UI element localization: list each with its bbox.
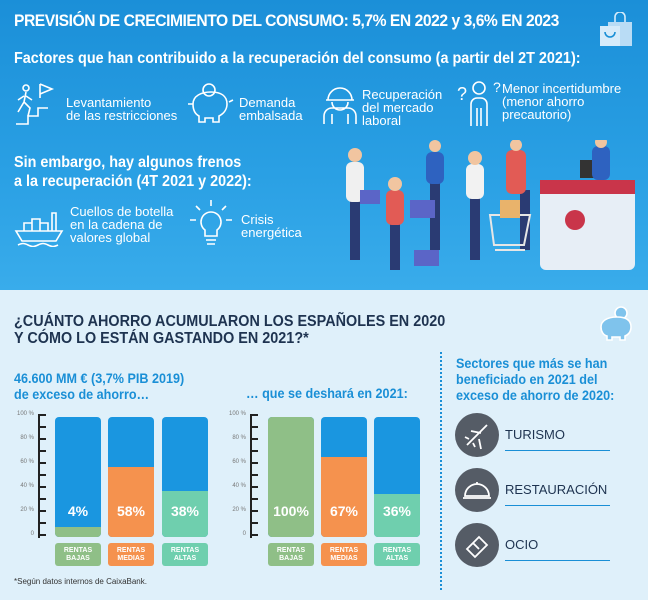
y-tick-label: 40 % bbox=[20, 483, 34, 489]
y-tick bbox=[250, 438, 258, 440]
y-tick bbox=[250, 414, 258, 416]
piggy-bank-icon bbox=[185, 82, 235, 131]
right-chart-subtitle: … que se deshará en 2021: bbox=[246, 385, 408, 401]
y-tick-label: 80 % bbox=[232, 435, 246, 441]
y-axis bbox=[250, 414, 252, 538]
y-tick bbox=[38, 426, 46, 428]
category-label: RENTAS BAJAS bbox=[268, 543, 314, 566]
bar-value-label: 67% bbox=[329, 503, 359, 519]
sector-restauracion: RESTAURACIÓN bbox=[455, 468, 615, 512]
brakes-title: Sin embargo, hay algunos frenos a la recu… bbox=[14, 154, 252, 190]
stairs-runner-icon bbox=[14, 82, 58, 131]
bar-medias: 58% bbox=[108, 417, 154, 537]
y-tick bbox=[38, 534, 46, 536]
y-tick bbox=[250, 426, 258, 428]
bar-medias: 67% bbox=[321, 417, 367, 537]
y-tick bbox=[38, 486, 46, 488]
bar-fill bbox=[162, 491, 208, 537]
y-tick bbox=[250, 474, 258, 476]
piggy-bank-euro-icon bbox=[597, 305, 637, 346]
y-tick bbox=[38, 438, 46, 440]
bar-value-label: 4% bbox=[67, 503, 89, 519]
shoppers-illustration bbox=[330, 136, 640, 280]
shopping-bag-icon bbox=[598, 11, 634, 53]
svg-text:?: ? bbox=[493, 79, 501, 95]
bar-bajas: 4% bbox=[55, 417, 101, 537]
y-tick-label: 100 % bbox=[228, 411, 246, 417]
y-tick-label: 100 % bbox=[16, 411, 34, 417]
y-tick-label: 80 % bbox=[20, 435, 34, 441]
y-tick-label: 40 % bbox=[232, 483, 246, 489]
savings-title: ¿CUÁNTO AHORRO ACUMULARON LOS ESPAÑOLES … bbox=[14, 313, 446, 347]
y-tick bbox=[38, 450, 46, 452]
factors-title: Factores que han contribuido a la recupe… bbox=[14, 50, 581, 67]
category-label: RENTAS ALTAS bbox=[162, 543, 208, 566]
light-bulb-icon bbox=[186, 198, 236, 253]
y-tick bbox=[250, 462, 258, 464]
category-label: RENTAS BAJAS bbox=[55, 543, 101, 566]
worker-icon bbox=[320, 82, 360, 131]
y-tick bbox=[38, 498, 46, 500]
sector-ocio: OCIO bbox=[455, 523, 615, 567]
y-axis bbox=[38, 414, 40, 538]
y-tick bbox=[38, 474, 46, 476]
factor-4: Menor incertidumbre (menor ahorro precauto… bbox=[502, 81, 622, 122]
left-chart-subtitle: 46.600 MM € (3,7% PIB 2019) de exceso de … bbox=[14, 370, 185, 402]
food-cloche-icon bbox=[455, 468, 499, 512]
category-label: RENTAS MEDIAS bbox=[108, 543, 154, 566]
bar-bajas: 100% bbox=[268, 417, 314, 537]
y-tick bbox=[250, 522, 258, 524]
main-title: PREVISIÓN DE CRECIMIENTO DEL CONSUMO: 5,… bbox=[14, 11, 559, 30]
y-tick-label: 60 % bbox=[232, 459, 246, 465]
y-tick-label: 20 % bbox=[232, 507, 246, 513]
bar-altas: 36% bbox=[374, 417, 420, 537]
footnote: *Según datos internos de CaixaBank. bbox=[14, 577, 147, 586]
y-tick bbox=[38, 462, 46, 464]
factor-1: Levantamiento de las restricciones bbox=[66, 95, 178, 123]
y-tick bbox=[38, 522, 46, 524]
y-tick bbox=[250, 534, 258, 536]
sectors-title: Sectores que más se han beneficiado en 20… bbox=[456, 355, 615, 403]
y-tick bbox=[250, 486, 258, 488]
divider bbox=[440, 352, 442, 590]
question-person-icon: ?? bbox=[455, 78, 505, 133]
y-tick bbox=[250, 510, 258, 512]
category-label: RENTAS ALTAS bbox=[374, 543, 420, 566]
cargo-ship-icon bbox=[14, 203, 64, 252]
bar-value-label: 36% bbox=[382, 503, 412, 519]
bar-value-label: 100% bbox=[273, 503, 309, 519]
bar-fill bbox=[55, 527, 101, 537]
y-tick bbox=[250, 498, 258, 500]
factor-2: Demanda embalsada bbox=[239, 95, 303, 123]
bar-value-label: 58% bbox=[116, 503, 146, 519]
bar-fill bbox=[374, 493, 420, 537]
svg-text:?: ? bbox=[457, 84, 467, 104]
factor-3: Recuperación del mercado laboral bbox=[362, 87, 443, 128]
consumption-section: PREVISIÓN DE CRECIMIENTO DEL CONSUMO: 5,… bbox=[0, 0, 648, 290]
bar-fill bbox=[268, 417, 314, 537]
y-tick bbox=[38, 510, 46, 512]
bar-value-label: 38% bbox=[170, 503, 200, 519]
y-tick-label: 20 % bbox=[20, 507, 34, 513]
bar-fill bbox=[321, 456, 367, 537]
y-tick-label: 0 bbox=[242, 531, 246, 537]
y-tick-label: 0 bbox=[30, 531, 34, 537]
airplane-icon bbox=[455, 413, 499, 457]
tickets-icon bbox=[455, 523, 499, 567]
sector-turismo: TURISMO bbox=[455, 413, 615, 457]
brake-2: Crisis energética bbox=[241, 212, 302, 240]
y-tick bbox=[250, 450, 258, 452]
y-tick-label: 60 % bbox=[20, 459, 34, 465]
y-tick bbox=[38, 414, 46, 416]
bar-altas: 38% bbox=[162, 417, 208, 537]
brake-1: Cuellos de botella en la cadena de valores… bbox=[70, 204, 174, 245]
category-label: RENTAS MEDIAS bbox=[321, 543, 367, 566]
bar-fill bbox=[108, 467, 154, 537]
